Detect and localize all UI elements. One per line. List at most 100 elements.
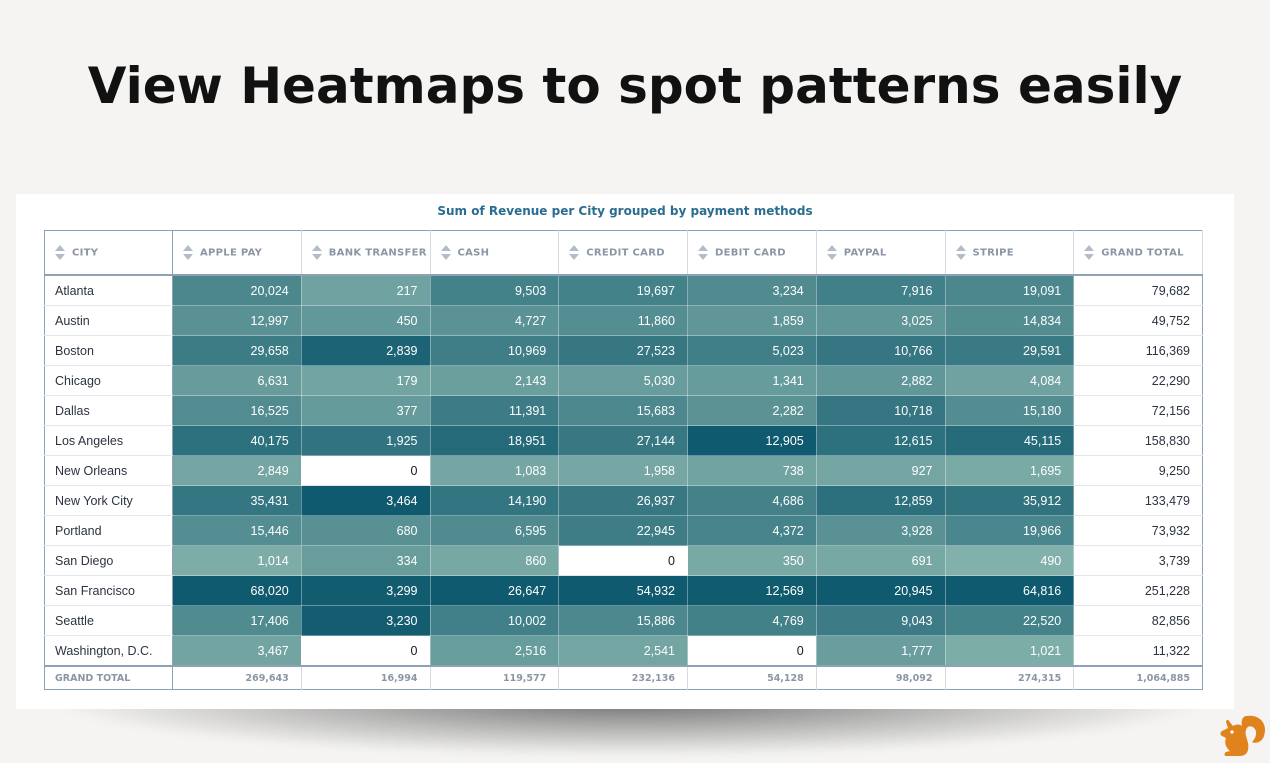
column-header-city[interactable]: CITY bbox=[44, 230, 173, 276]
sort-arrows-icon[interactable] bbox=[826, 245, 837, 260]
row-total-cell: 22,290 bbox=[1073, 365, 1203, 396]
sort-arrows-icon[interactable] bbox=[311, 245, 322, 260]
value-cell: 179 bbox=[301, 365, 431, 396]
column-header-label: CREDIT CARD bbox=[586, 247, 665, 259]
sort-arrows-icon[interactable] bbox=[183, 245, 193, 260]
city-cell: Boston bbox=[44, 335, 173, 366]
row-total-cell: 82,856 bbox=[1073, 605, 1203, 636]
column-header-debit-card[interactable]: DEBIT CARD bbox=[687, 230, 817, 276]
value-cell: 927 bbox=[816, 455, 946, 486]
sort-arrows-icon[interactable] bbox=[955, 245, 966, 260]
city-cell: San Diego bbox=[44, 545, 173, 576]
column-header-credit-card[interactable]: CREDIT CARD bbox=[558, 230, 688, 276]
column-total-cell: 98,092 bbox=[816, 665, 946, 690]
value-cell: 9,503 bbox=[430, 275, 560, 306]
column-header-apple-pay[interactable]: APPLE PAY bbox=[172, 230, 302, 276]
value-cell: 19,966 bbox=[945, 515, 1075, 546]
value-cell: 5,030 bbox=[558, 365, 688, 396]
value-cell: 691 bbox=[816, 545, 946, 576]
value-cell: 377 bbox=[301, 395, 431, 426]
table-body: Atlanta 20,024 217 9,503 19,697 3,234 7,916 19,… bbox=[44, 275, 1203, 667]
sort-arrows-icon[interactable] bbox=[1084, 245, 1095, 260]
value-cell: 0 bbox=[301, 635, 431, 667]
table-row: Seattle 17,406 3,230 10,002 15,886 4,769 9,043… bbox=[44, 605, 1203, 636]
value-cell: 10,969 bbox=[430, 335, 560, 366]
header-row: CITY APPLE PAY BANK TRANSFER CASH CREDIT CAR… bbox=[44, 230, 1203, 276]
value-cell: 19,697 bbox=[558, 275, 688, 306]
table-row: New York City 35,431 3,464 14,190 26,937 4,68… bbox=[44, 485, 1203, 516]
value-cell: 4,686 bbox=[687, 485, 817, 516]
column-header-grand-total[interactable]: GRAND TOTAL bbox=[1073, 230, 1203, 276]
value-cell: 6,595 bbox=[430, 515, 560, 546]
row-total-cell: 9,250 bbox=[1073, 455, 1203, 486]
city-cell: Atlanta bbox=[44, 275, 173, 306]
value-cell: 2,882 bbox=[816, 365, 946, 396]
column-header-cash[interactable]: CASH bbox=[430, 230, 560, 276]
value-cell: 10,002 bbox=[430, 605, 560, 636]
value-cell: 1,341 bbox=[687, 365, 817, 396]
value-cell: 7,916 bbox=[816, 275, 946, 306]
city-cell: Dallas bbox=[44, 395, 173, 426]
value-cell: 35,912 bbox=[945, 485, 1075, 516]
value-cell: 1,958 bbox=[558, 455, 688, 486]
column-header-bank-transfer[interactable]: BANK TRANSFER bbox=[301, 230, 431, 276]
row-total-cell: 133,479 bbox=[1073, 485, 1203, 516]
value-cell: 15,886 bbox=[558, 605, 688, 636]
value-cell: 35,431 bbox=[172, 485, 302, 516]
column-total-cell: 16,994 bbox=[301, 665, 431, 690]
grand-total-cell: 1,064,885 bbox=[1073, 665, 1203, 690]
value-cell: 1,777 bbox=[816, 635, 946, 667]
value-cell: 10,766 bbox=[816, 335, 946, 366]
value-cell: 3,025 bbox=[816, 305, 946, 336]
value-cell: 12,859 bbox=[816, 485, 946, 516]
value-cell: 860 bbox=[430, 545, 560, 576]
value-cell: 27,523 bbox=[558, 335, 688, 366]
value-cell: 12,615 bbox=[816, 425, 946, 456]
value-cell: 3,928 bbox=[816, 515, 946, 546]
value-cell: 6,631 bbox=[172, 365, 302, 396]
value-cell: 10,718 bbox=[816, 395, 946, 426]
sort-arrows-icon[interactable] bbox=[698, 245, 708, 260]
value-cell: 0 bbox=[687, 635, 817, 667]
value-cell: 1,859 bbox=[687, 305, 817, 336]
value-cell: 1,021 bbox=[945, 635, 1075, 667]
city-cell: Los Angeles bbox=[44, 425, 173, 456]
value-cell: 19,091 bbox=[945, 275, 1075, 306]
value-cell: 18,951 bbox=[430, 425, 560, 456]
city-cell: San Francisco bbox=[44, 575, 173, 606]
card-shadow bbox=[60, 700, 1200, 755]
row-total-cell: 72,156 bbox=[1073, 395, 1203, 426]
table-row: Dallas 16,525 377 11,391 15,683 2,282 10,718 15… bbox=[44, 395, 1203, 426]
table-row: Portland 15,446 680 6,595 22,945 4,372 3,928 19… bbox=[44, 515, 1203, 546]
page-headline: View Heatmaps to spot patterns easily bbox=[87, 57, 1183, 115]
row-total-cell: 251,228 bbox=[1073, 575, 1203, 606]
column-header-label: PAYPAL bbox=[843, 247, 887, 259]
column-header-label: CITY bbox=[72, 247, 99, 259]
value-cell: 26,937 bbox=[558, 485, 688, 516]
value-cell: 14,834 bbox=[945, 305, 1075, 336]
column-header-label: GRAND TOTAL bbox=[1101, 247, 1184, 259]
value-cell: 2,282 bbox=[687, 395, 817, 426]
value-cell: 2,143 bbox=[430, 365, 560, 396]
column-header-paypal[interactable]: PAYPAL bbox=[816, 230, 946, 276]
value-cell: 2,516 bbox=[430, 635, 560, 667]
sort-arrows-icon[interactable] bbox=[440, 245, 451, 260]
table-title: Sum of Revenue per City grouped by payme… bbox=[437, 204, 813, 218]
value-cell: 450 bbox=[301, 305, 431, 336]
sort-arrows-icon[interactable] bbox=[55, 245, 65, 260]
value-cell: 12,905 bbox=[687, 425, 817, 456]
sort-arrows-icon[interactable] bbox=[569, 245, 580, 260]
city-cell: Seattle bbox=[44, 605, 173, 636]
city-cell: Austin bbox=[44, 305, 173, 336]
value-cell: 350 bbox=[687, 545, 817, 576]
city-cell: Portland bbox=[44, 515, 173, 546]
column-header-stripe[interactable]: STRIPE bbox=[945, 230, 1075, 276]
column-header-label: STRIPE bbox=[972, 247, 1014, 259]
value-cell: 4,769 bbox=[687, 605, 817, 636]
grand-total-label: GRAND TOTAL bbox=[44, 665, 173, 690]
table-row: Los Angeles 40,175 1,925 18,951 27,144 12,905… bbox=[44, 425, 1203, 456]
value-cell: 20,024 bbox=[172, 275, 302, 306]
value-cell: 29,591 bbox=[945, 335, 1075, 366]
column-header-label: DEBIT CARD bbox=[715, 247, 786, 259]
city-cell: New Orleans bbox=[44, 455, 173, 486]
